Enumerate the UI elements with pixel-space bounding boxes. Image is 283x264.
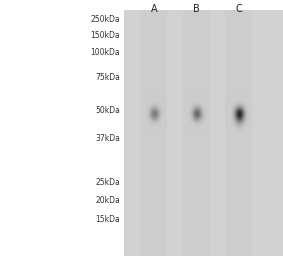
Text: 25kDa: 25kDa xyxy=(96,178,120,187)
Text: B: B xyxy=(193,4,200,14)
Text: 20kDa: 20kDa xyxy=(96,196,120,205)
Text: 100kDa: 100kDa xyxy=(91,48,120,57)
Text: 15kDa: 15kDa xyxy=(96,215,120,224)
Text: 37kDa: 37kDa xyxy=(95,134,120,143)
Text: A: A xyxy=(151,4,158,14)
Text: 50kDa: 50kDa xyxy=(95,106,120,115)
Text: 75kDa: 75kDa xyxy=(95,73,120,82)
Text: 150kDa: 150kDa xyxy=(91,31,120,40)
Text: 250kDa: 250kDa xyxy=(91,15,120,23)
Text: C: C xyxy=(236,4,243,14)
